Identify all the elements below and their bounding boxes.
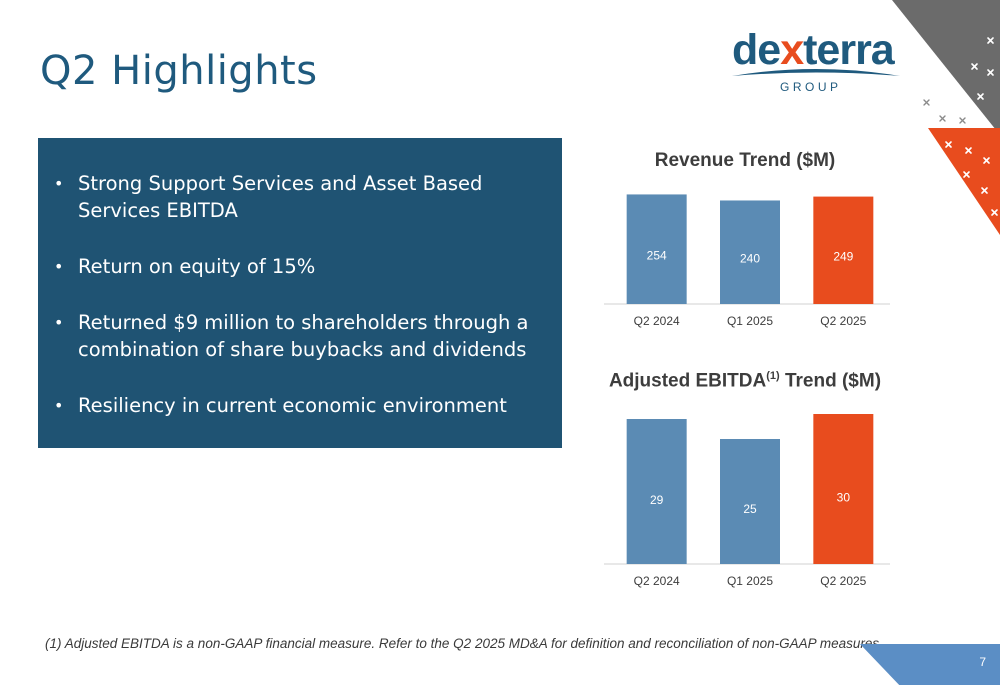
page-number: 7 — [979, 655, 986, 669]
highlight-item: • Resiliency in current economic environm… — [54, 394, 507, 417]
revenue-trend-chart: Revenue Trend ($M) 254 Q2 2024 240 Q1 2025 2… — [590, 148, 900, 338]
cross-pattern-grey-icon — [923, 99, 966, 124]
bullet-icon: • — [54, 174, 64, 193]
svg-text:dexterra: dexterra — [732, 26, 896, 74]
grey-stripe — [892, 0, 1000, 135]
data-label: 25 — [743, 502, 757, 516]
data-label: 254 — [647, 249, 667, 263]
bullet-icon: • — [54, 257, 64, 276]
highlights-panel: • Strong Support Services and Asset Based… — [38, 138, 562, 448]
x-tick-label: Q1 2025 — [727, 314, 773, 328]
adjusted-ebitda-chart: Adjusted EBITDA(1) Trend ($M) 29 Q2 2024 2… — [590, 368, 900, 598]
data-label: 29 — [650, 493, 664, 507]
page-number-tab: 7 — [860, 644, 1000, 685]
x-tick-label: Q1 2025 — [727, 574, 773, 588]
logo-text-terra: terra — [803, 26, 896, 74]
highlight-item: • Strong Support Services and Asset Based… — [54, 172, 483, 222]
bar — [813, 196, 874, 304]
x-tick-label: Q2 2024 — [634, 574, 680, 588]
bullet-icon: • — [54, 396, 64, 415]
bar — [720, 439, 780, 564]
highlights-list: • Strong Support Services and Asset Based… — [54, 170, 548, 419]
bar — [626, 419, 687, 564]
data-label: 240 — [740, 251, 760, 265]
corner-decoration — [892, 0, 1000, 235]
highlight-item: • Returned $9 million to shareholders thr… — [54, 311, 529, 361]
chart-title: Adjusted EBITDA(1) Trend ($M) — [608, 370, 882, 392]
bar — [813, 414, 874, 564]
bar — [720, 200, 780, 304]
bullet-icon: • — [54, 313, 64, 332]
orange-stripe — [928, 128, 1000, 235]
bar — [626, 194, 687, 304]
dexterra-logo: dexterra GROUP — [732, 26, 900, 94]
x-tick-label: Q2 2025 — [820, 314, 866, 328]
chart-title: Revenue Trend ($M) — [654, 150, 836, 171]
data-label: 249 — [833, 250, 853, 264]
logo-subtext: GROUP — [780, 80, 842, 94]
logo-swoosh — [732, 69, 900, 76]
x-tick-label: Q2 2024 — [634, 314, 680, 328]
cross-pattern-icon — [945, 37, 998, 216]
footnote: (1) Adjusted EBITDA is a non-GAAP financ… — [45, 636, 883, 651]
x-tick-label: Q2 2025 — [820, 574, 866, 588]
page-title: Q2 Highlights — [40, 48, 318, 94]
data-label: 30 — [837, 491, 851, 505]
highlight-item: • Return on equity of 15% — [54, 255, 316, 278]
ebitda-chart-plot: 29 Q2 2024 25 Q1 2025 30 Q2 2025 — [604, 414, 890, 588]
logo-text-de: de — [732, 26, 780, 74]
logo-text-x: x — [780, 26, 804, 74]
revenue-chart-plot: 254 Q2 2024 240 Q1 2025 249 Q2 2025 — [604, 194, 890, 328]
